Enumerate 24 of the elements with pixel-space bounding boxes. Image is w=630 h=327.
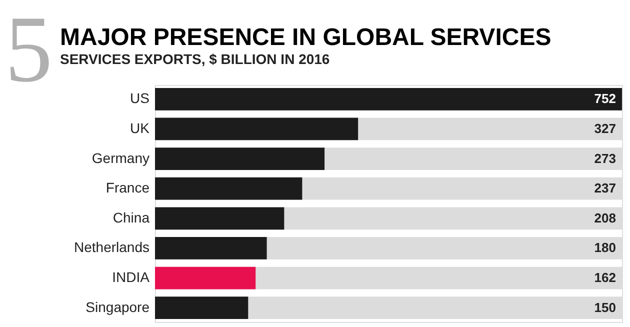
bar	[155, 207, 284, 230]
y-tick-label: UK	[130, 120, 150, 136]
data-label: 273	[594, 150, 616, 166]
bar	[155, 237, 267, 260]
y-tick-label: Singapore	[86, 298, 150, 315]
y-tick-label: China	[112, 209, 150, 226]
chart-subtitle: SERVICES EXPORTS, $ BILLION IN 2016	[60, 51, 330, 67]
bar	[155, 177, 302, 200]
data-label: 327	[594, 120, 616, 136]
y-tick-label: US	[130, 90, 150, 106]
text: 5	[5, 0, 52, 102]
data-label: 150	[594, 300, 616, 315]
bar	[155, 296, 248, 320]
y-tick-label: Netherlands	[74, 239, 150, 256]
chart-title: MAJOR PRESENCE IN GLOBAL SERVICES	[60, 24, 552, 51]
y-tick-label: France	[106, 180, 150, 196]
bar	[155, 266, 256, 290]
data-label: 237	[594, 180, 616, 196]
y-tick-label: INDIA	[112, 269, 150, 286]
data-label: 162	[594, 270, 616, 286]
y-tick-label: Germany	[92, 150, 150, 166]
data-label: 180	[594, 240, 616, 256]
data-label: 752	[594, 91, 616, 106]
data-label: 208	[594, 210, 616, 226]
